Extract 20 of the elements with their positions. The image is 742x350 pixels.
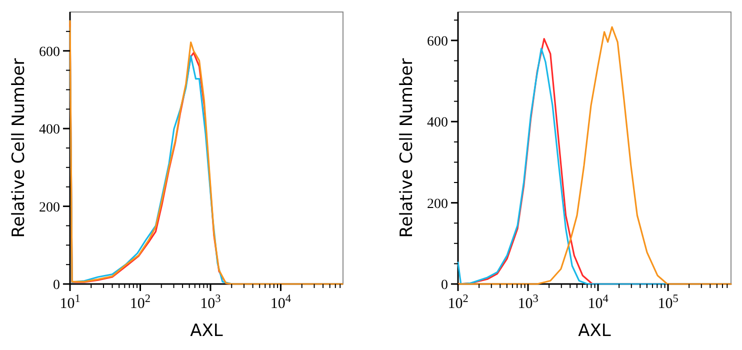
y-axis-title: Relative Cell Number bbox=[9, 58, 29, 238]
x-tick-label: 10$^{5}$ bbox=[658, 293, 679, 312]
y-tick-label: 600 bbox=[427, 34, 448, 50]
x-tick-label: 10$^{4}$ bbox=[588, 293, 609, 312]
x-axis-title: AXL bbox=[190, 321, 224, 341]
x-tick-label: 10$^{2}$ bbox=[130, 293, 151, 312]
y-tick-label: 400 bbox=[39, 122, 60, 138]
y-tick-label: 600 bbox=[39, 44, 60, 60]
y-tick-label: 200 bbox=[39, 200, 60, 216]
y-tick-label: 400 bbox=[427, 116, 448, 131]
y-tick-label: 0 bbox=[53, 278, 60, 293]
x-tick-label: 10$^{3}$ bbox=[200, 293, 222, 312]
x-tick-label: 10$^{1}$ bbox=[60, 293, 80, 312]
y-axis-title: Relative Cell Number bbox=[397, 58, 417, 238]
y-tick-label: 0 bbox=[441, 278, 448, 293]
x-axis-title: AXL bbox=[578, 321, 612, 341]
x-tick-label: 10$^{3}$ bbox=[518, 293, 539, 312]
x-tick-label: 10$^{2}$ bbox=[448, 293, 468, 312]
x-tick-label: 10$^{4}$ bbox=[270, 293, 292, 312]
y-tick-label: 200 bbox=[427, 196, 448, 212]
